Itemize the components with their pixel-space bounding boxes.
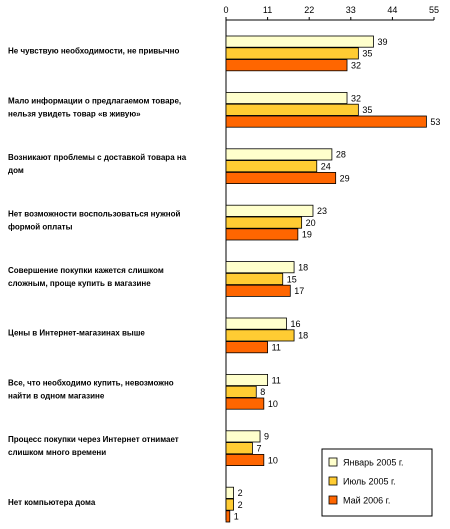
bar xyxy=(225,35,374,48)
legend-swatch xyxy=(328,457,338,467)
category-label: сложным, проще купить в магазине xyxy=(8,279,151,288)
category-label: дом xyxy=(8,166,24,175)
x-tick-label: 44 xyxy=(387,5,397,15)
data-label: 2 xyxy=(238,488,243,498)
x-tick-label: 11 xyxy=(263,5,272,15)
bar xyxy=(225,160,318,173)
category-label: Возникают проблемы с доставкой товара на xyxy=(8,153,187,162)
category-label: Процесс покупки через Интернет отнимает xyxy=(8,435,179,444)
bar xyxy=(225,216,303,229)
x-tick-label: 22 xyxy=(304,5,314,15)
data-label: 7 xyxy=(256,444,261,454)
category-label: Совершение покупки кажется слишком xyxy=(8,266,164,275)
category-label: формой оплаты xyxy=(8,222,73,231)
bar xyxy=(225,103,359,116)
data-label: 10 xyxy=(268,399,278,409)
bar xyxy=(225,442,253,455)
bar xyxy=(225,397,265,410)
data-label: 18 xyxy=(298,263,308,273)
bar xyxy=(225,317,287,330)
data-label: 20 xyxy=(306,218,316,228)
legend-label: Май 2006 г. xyxy=(343,496,390,506)
data-label: 1 xyxy=(234,512,239,522)
bar xyxy=(225,272,284,285)
bar xyxy=(225,261,295,274)
bar xyxy=(225,47,359,60)
bar xyxy=(225,430,261,443)
category-label: Мало информации о предлагаемом товаре, xyxy=(8,97,181,106)
bar xyxy=(225,59,348,72)
data-label: 35 xyxy=(362,105,372,115)
data-label: 11 xyxy=(272,375,281,385)
category-label: Все, что необходимо купить, невозможно xyxy=(8,379,174,388)
data-label: 18 xyxy=(298,331,308,341)
data-label: 53 xyxy=(430,117,440,127)
bar xyxy=(225,228,299,241)
data-label: 8 xyxy=(260,387,265,397)
category-labels: Не чувствую необходимости, не привычно Ма… xyxy=(8,47,187,507)
bar xyxy=(225,284,291,297)
category-label: Нет компьютера дома xyxy=(8,498,96,507)
data-label: 2 xyxy=(238,500,243,510)
data-label: 39 xyxy=(377,37,387,47)
category-label: найти в одном магазине xyxy=(8,392,105,401)
x-tick-label: 0 xyxy=(223,5,228,15)
data-label: 19 xyxy=(302,230,312,240)
data-label: 29 xyxy=(340,173,350,183)
bar xyxy=(225,486,234,499)
bars: 3935323235532824292320191815171618111181… xyxy=(225,35,440,523)
legend: Январь 2005 г. Июль 2005 г. Май 2006 г. xyxy=(321,448,433,517)
bar xyxy=(225,204,314,217)
bar xyxy=(225,341,268,354)
legend-label: Январь 2005 г. xyxy=(343,458,404,468)
x-tick-label: 55 xyxy=(429,5,439,15)
category-label: Цены в Интернет-магазинах выше xyxy=(8,329,145,338)
data-label: 32 xyxy=(351,93,361,103)
bar xyxy=(225,373,268,386)
bar xyxy=(225,148,333,161)
category-label: Не чувствую необходимости, не привычно xyxy=(8,47,179,56)
legend-label: Июль 2005 г. xyxy=(343,477,396,487)
data-label: 28 xyxy=(336,150,346,160)
data-label: 32 xyxy=(351,61,361,71)
data-label: 16 xyxy=(291,319,301,329)
legend-swatch xyxy=(328,476,338,486)
bar xyxy=(225,115,427,128)
data-label: 17 xyxy=(294,286,304,296)
x-tick-label: 33 xyxy=(346,5,356,15)
bar xyxy=(225,385,257,398)
category-label: нельзя увидеть товар «в живую» xyxy=(8,110,141,119)
bar xyxy=(225,453,265,466)
data-label: 24 xyxy=(321,162,331,172)
bar xyxy=(225,510,231,523)
data-label: 11 xyxy=(272,343,281,353)
bar xyxy=(225,329,295,342)
data-label: 35 xyxy=(362,49,372,59)
data-label: 10 xyxy=(268,455,278,465)
bar xyxy=(225,171,337,184)
data-label: 23 xyxy=(317,206,327,216)
bar xyxy=(225,498,234,511)
category-label: слишком много времени xyxy=(8,448,106,457)
category-label: Нет возможности воспользоваться нужной xyxy=(8,209,180,218)
legend-box xyxy=(321,448,433,517)
data-label: 15 xyxy=(287,274,297,284)
legend-swatch xyxy=(328,495,338,505)
bar xyxy=(225,92,348,105)
data-label: 9 xyxy=(264,432,269,442)
